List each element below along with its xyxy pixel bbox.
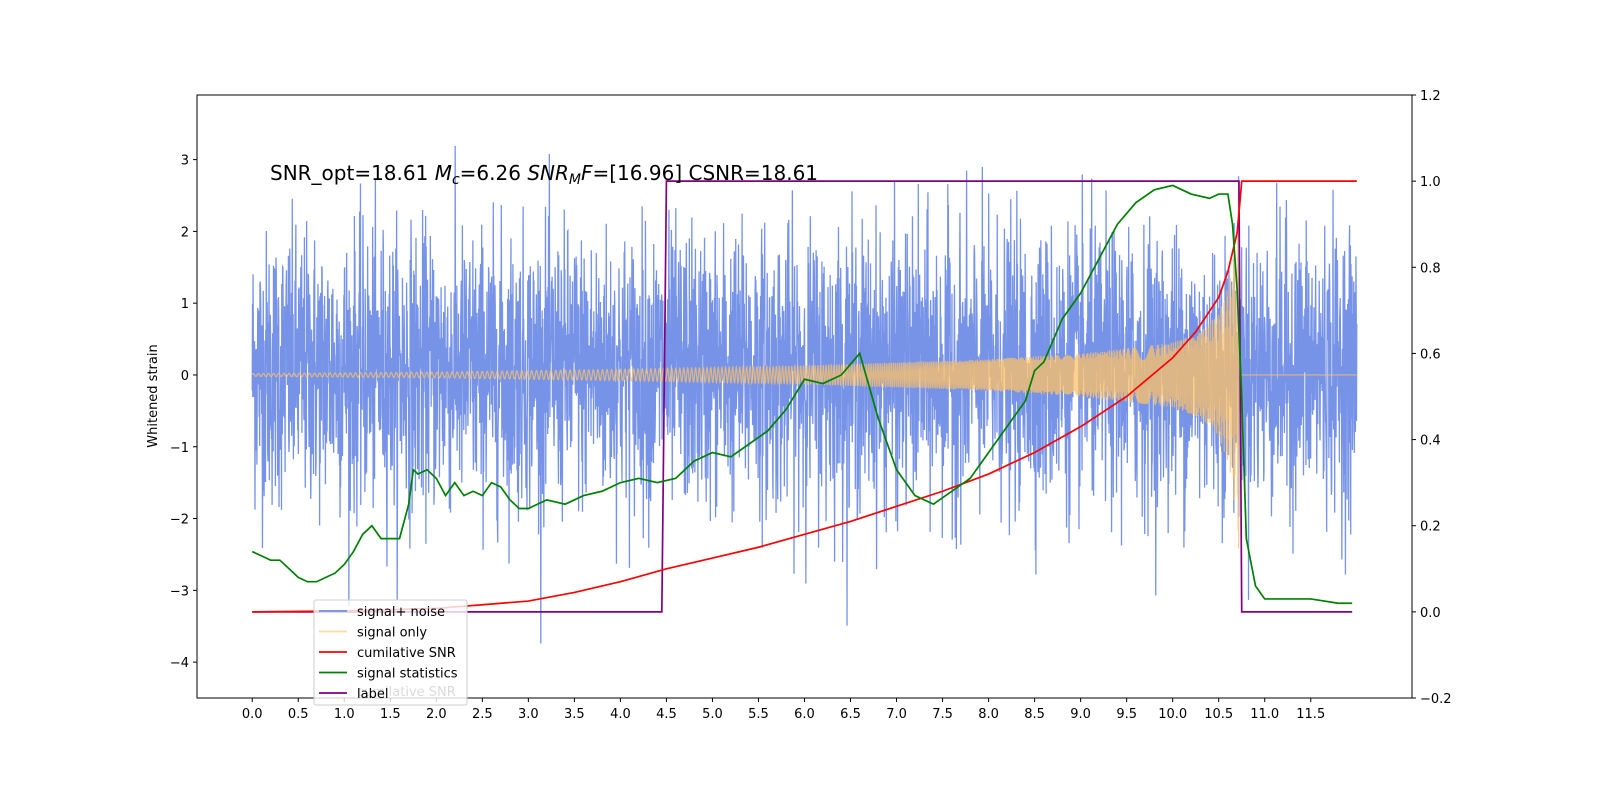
y-left-tick-label: −4 (170, 656, 189, 671)
legend-entry-label: cumilative SNR (357, 646, 456, 661)
x-tick-label: 4.0 (610, 707, 631, 722)
legend-entry-label: signal+ noise (357, 605, 445, 620)
y-left-tick-label: 0 (181, 369, 189, 384)
y-left-tick-label: 3 (181, 154, 189, 169)
x-tick-label: 10.5 (1204, 707, 1233, 722)
x-tick-label: 9.0 (1070, 707, 1091, 722)
snr-annotation: SNR_opt=18.61 Mc=6.26 SNRMF=[16.96] CSNR… (270, 161, 818, 188)
y-left-tick-label: 1 (181, 297, 189, 312)
y-left-tick-label: −1 (170, 441, 189, 456)
y-right-tick-label: 0.4 (1420, 434, 1441, 449)
legend-box (313, 599, 468, 706)
x-tick-label: 2.0 (426, 707, 447, 722)
legend: cumilative SNR signal+ noise signal only c… (313, 599, 468, 706)
x-tick-label: 11.5 (1296, 707, 1325, 722)
x-tick-label: 7.5 (932, 707, 953, 722)
series-signal-statistics (251, 184, 1353, 605)
x-tick-label: 8.0 (978, 707, 999, 722)
x-tick-label: 1.0 (334, 707, 355, 722)
legend-entry-label: signal statistics (357, 667, 458, 682)
x-tick-label: 2.5 (472, 707, 493, 722)
y-right-tick-label: 0.0 (1420, 606, 1441, 621)
x-tick-label: 5.0 (702, 707, 723, 722)
x-tick-label: 3.5 (564, 707, 585, 722)
x-tick-label: 6.0 (794, 707, 815, 722)
y-right-tick-label: −0.2 (1420, 692, 1452, 707)
x-tick-label: 0.5 (288, 707, 309, 722)
plot-series (251, 145, 1358, 644)
y-right-tick-label: 0.2 (1420, 520, 1441, 535)
x-tick-label: 7.0 (886, 707, 907, 722)
x-tick-label: 1.5 (380, 707, 401, 722)
series-signal-only (251, 198, 1357, 549)
x-tick-label: 8.5 (1024, 707, 1045, 722)
x-tick-label: 11.0 (1250, 707, 1279, 722)
y-right-tick-label: 1.0 (1420, 175, 1441, 190)
series-label (252, 180, 1353, 613)
y-left-tick-label: 2 (181, 225, 189, 240)
legend-entry-label: signal only (357, 626, 427, 641)
x-tick-label: 10.0 (1158, 707, 1187, 722)
x-tick-label: 4.5 (656, 707, 677, 722)
x-tick-label: 5.5 (748, 707, 769, 722)
legend-overlap-text: cumilative SNR (357, 685, 456, 700)
y-right-tick-label: 1.2 (1420, 89, 1441, 104)
y-left-tick-label: −2 (170, 513, 189, 528)
x-tick-label: 0.0 (242, 707, 263, 722)
legend-entry-label: label (357, 687, 388, 702)
series-cumilative-snr (252, 180, 1357, 613)
y-left-tick-label: −3 (170, 584, 189, 599)
x-tick-label: 9.5 (1116, 707, 1137, 722)
y-axis-label: Whitened strain (146, 344, 161, 447)
y-axis-right: −0.2 0.0 0.2 0.4 0.6 0.8 1.0 1.2 (1412, 89, 1452, 707)
y-right-tick-label: 0.8 (1420, 261, 1441, 276)
x-axis: 0.0 0.5 1.0 1.5 2.0 2.5 3.0 3.5 4.0 4.5 5.0 5.5 6.0 6… (242, 698, 1325, 722)
y-right-tick-label: 0.6 (1420, 347, 1441, 362)
x-tick-label: 3.0 (518, 707, 539, 722)
y-axis-left: −4 −3 −2 −1 0 1 2 3 (170, 154, 197, 671)
x-tick-label: 6.5 (840, 707, 861, 722)
